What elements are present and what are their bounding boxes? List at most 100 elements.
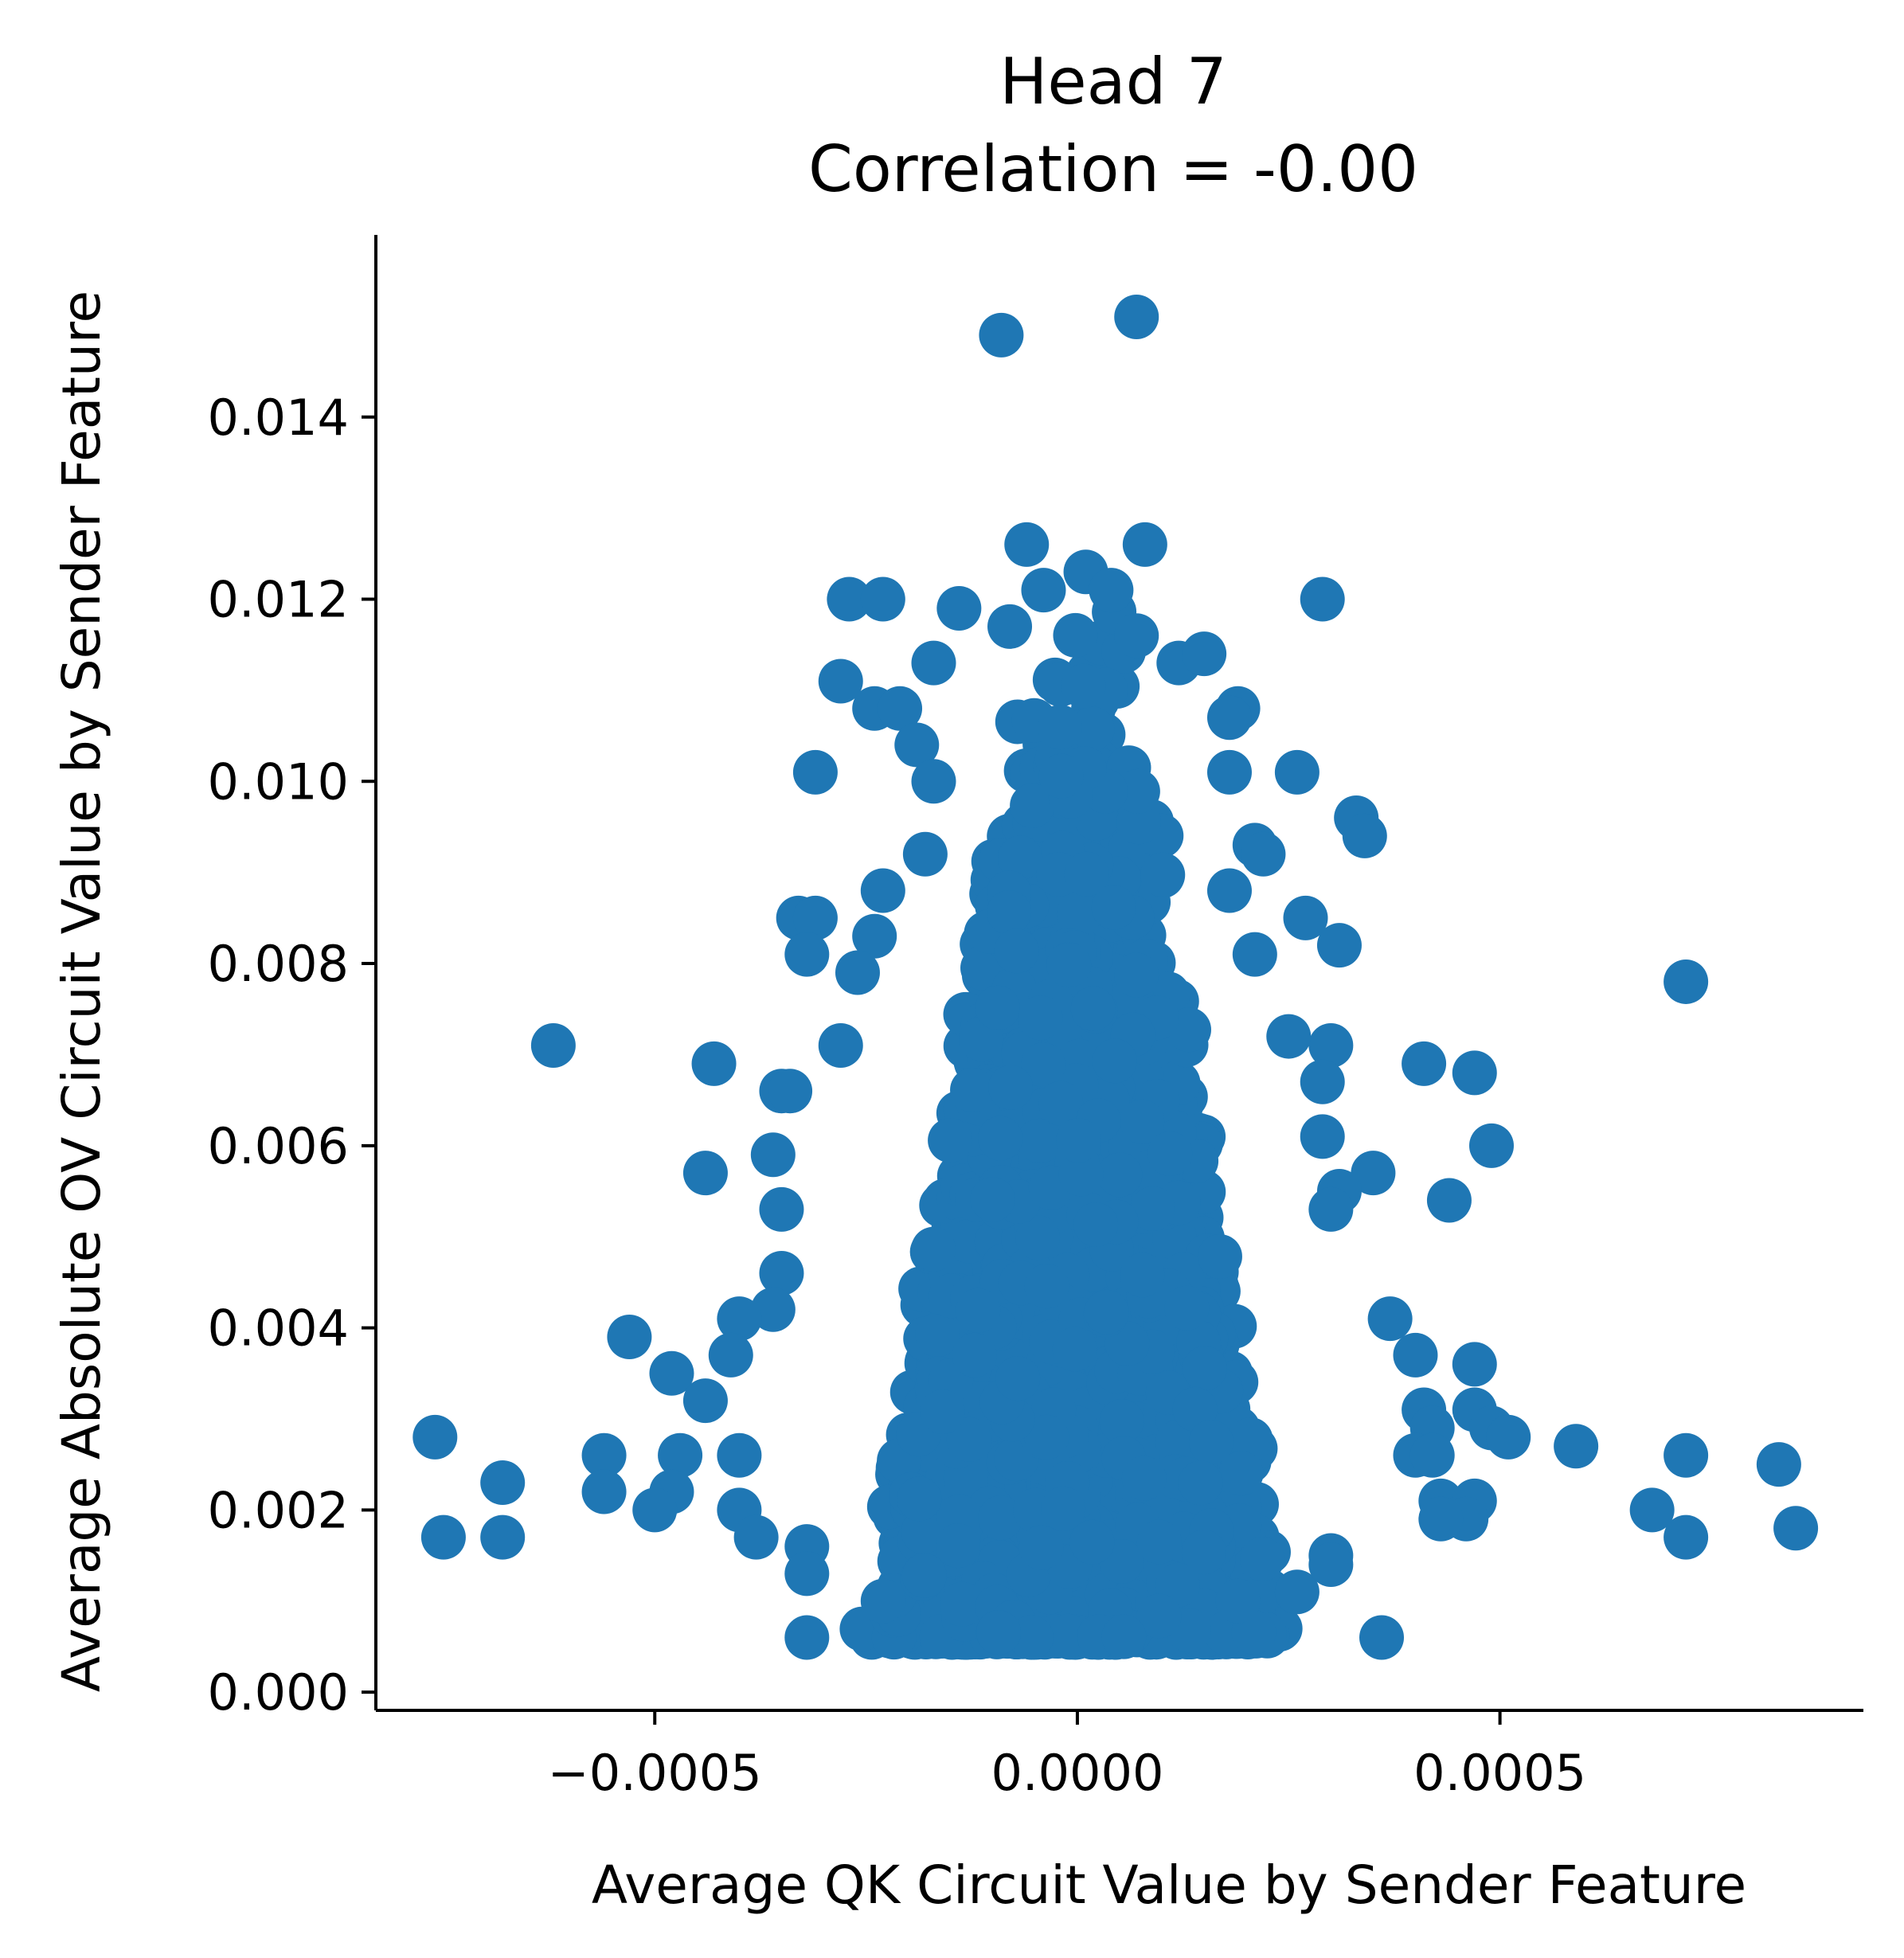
scatter-point — [1069, 1519, 1115, 1565]
scatter-point — [1101, 1614, 1147, 1659]
scatter-point — [1046, 1613, 1091, 1659]
scatter-point — [835, 950, 880, 995]
scatter-point — [952, 1332, 997, 1378]
scatter-point — [1418, 1496, 1464, 1542]
scatter-point — [1038, 1081, 1084, 1126]
scatter-point — [1402, 1041, 1447, 1086]
scatter-point — [1274, 1569, 1320, 1615]
scatter-point — [1178, 1460, 1223, 1506]
scatter-point — [1308, 1023, 1354, 1069]
scatter-point — [1300, 576, 1345, 622]
scatter-point — [911, 640, 956, 686]
scatter-point — [1122, 522, 1167, 567]
scatter-point — [1115, 768, 1160, 814]
scatter-point — [658, 1432, 703, 1478]
scatter-point — [1084, 1289, 1129, 1335]
y-ticks: 0.000 0.002 0.004 0.006 0.008 0.010 0.012 0.014 — [208, 389, 376, 1722]
scatter-point — [998, 835, 1043, 881]
scatter-point — [1147, 1131, 1193, 1176]
scatter-point — [420, 1514, 466, 1560]
y-tick-label: 0.000 — [208, 1663, 350, 1722]
scatter-point — [1629, 1487, 1675, 1533]
scatter-point — [1070, 986, 1116, 1031]
scatter-point — [1664, 1432, 1709, 1478]
scatter-point — [1038, 705, 1083, 750]
scatter-point — [827, 576, 872, 622]
scatter-point — [1024, 1414, 1069, 1460]
scatter-point — [1121, 1456, 1167, 1501]
scatter-point — [1181, 1530, 1226, 1575]
scatter-point — [1182, 631, 1227, 677]
scatter-point — [987, 889, 1032, 935]
scatter-point — [1018, 1525, 1064, 1570]
scatter-point — [860, 1578, 905, 1624]
scatter-point — [649, 1350, 694, 1396]
scatter-point — [1140, 852, 1186, 897]
scatter-point — [1015, 1215, 1061, 1260]
scatter-point — [818, 659, 863, 704]
scatter-point — [852, 913, 897, 959]
scatter-point — [1188, 1419, 1233, 1464]
scatter-point — [1020, 1042, 1065, 1088]
scatter-point — [902, 831, 948, 877]
y-tick-label: 0.010 — [208, 752, 350, 811]
scatter-point — [897, 1476, 942, 1522]
scatter-point — [792, 749, 838, 795]
scatter-point — [1452, 1050, 1497, 1096]
scatter-point — [768, 1069, 813, 1114]
scatter-point — [1018, 995, 1063, 1041]
scatter-point — [784, 932, 830, 977]
scatter-point — [412, 1414, 458, 1460]
scatter-point — [581, 1432, 627, 1478]
scatter-point — [1316, 923, 1362, 968]
scatter-point — [940, 1581, 985, 1627]
scatter-point — [946, 1417, 991, 1462]
scatter-point — [1206, 695, 1252, 741]
scatter-point — [1469, 1123, 1514, 1168]
scatter-point — [1056, 891, 1101, 936]
scatter-point — [1120, 1099, 1165, 1144]
scatter-point — [901, 1553, 947, 1598]
scatter-point — [1554, 1424, 1599, 1469]
scatter-point — [1091, 885, 1136, 930]
y-tick-label: 0.014 — [208, 389, 350, 447]
scatter-point — [1664, 1514, 1709, 1560]
scatter-point — [632, 1487, 678, 1533]
scatter-point — [1756, 1442, 1801, 1487]
scatter-point — [975, 985, 1020, 1030]
scatter-point — [1308, 1542, 1354, 1587]
points-layer — [412, 294, 1819, 1660]
scatter-point — [1046, 943, 1092, 988]
scatter-point — [1409, 1432, 1455, 1478]
scatter-point — [976, 1609, 1022, 1655]
scatter-point — [1664, 959, 1709, 1004]
scatter-point — [530, 1023, 576, 1069]
y-tick-label: 0.008 — [208, 935, 350, 993]
scatter-point — [1773, 1506, 1819, 1551]
scatter-point — [792, 895, 838, 940]
y-tick-label: 0.012 — [208, 571, 350, 629]
scatter-point — [860, 576, 905, 622]
scatter-point — [607, 1315, 652, 1360]
scatter-point — [1136, 1519, 1182, 1565]
scatter-point — [1120, 1253, 1165, 1298]
chart-subtitle: Correlation = -0.00 — [808, 132, 1418, 206]
scatter-point — [911, 759, 956, 804]
scatter-point — [1038, 753, 1084, 799]
scatter-point — [860, 868, 905, 913]
x-axis-label: Average QK Circuit Value by Sender Featu… — [592, 1854, 1746, 1916]
scatter-point — [784, 1551, 830, 1596]
scatter-point — [1232, 932, 1277, 977]
scatter-point — [682, 1151, 728, 1196]
scatter-point — [995, 1356, 1041, 1401]
scatter-point — [1308, 1186, 1354, 1232]
scatter-point — [1283, 895, 1328, 940]
scatter-point — [1164, 1285, 1210, 1331]
scatter-point — [1136, 1593, 1182, 1639]
scatter-point — [1266, 1014, 1312, 1059]
scatter-point — [750, 1132, 796, 1178]
scatter-point — [733, 1514, 779, 1560]
scatter-point — [691, 1041, 737, 1086]
scatter-point — [1041, 1486, 1086, 1531]
scatter-point — [1069, 706, 1115, 752]
